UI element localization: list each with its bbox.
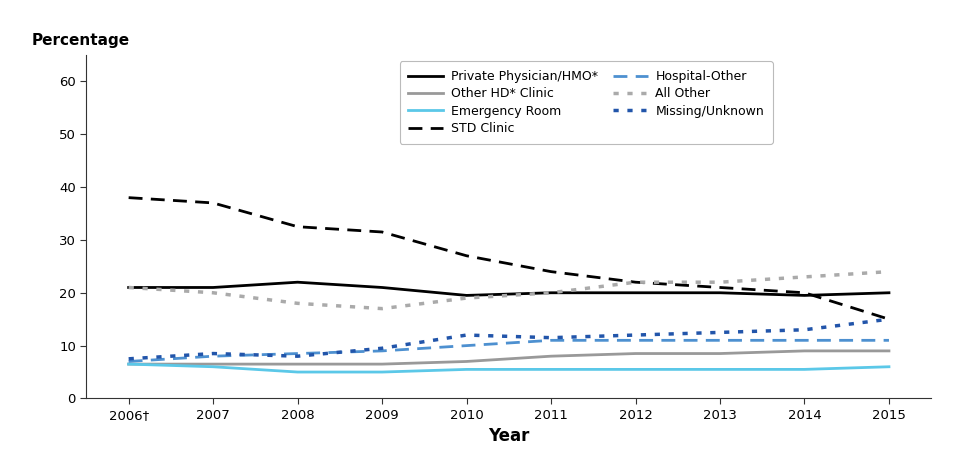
X-axis label: Year: Year	[488, 427, 530, 446]
Legend: Private Physician/HMO*, Other HD* Clinic, Emergency Room, STD Clinic, Hospital-O: Private Physician/HMO*, Other HD* Clinic…	[399, 61, 773, 144]
Text: Percentage: Percentage	[32, 33, 130, 48]
